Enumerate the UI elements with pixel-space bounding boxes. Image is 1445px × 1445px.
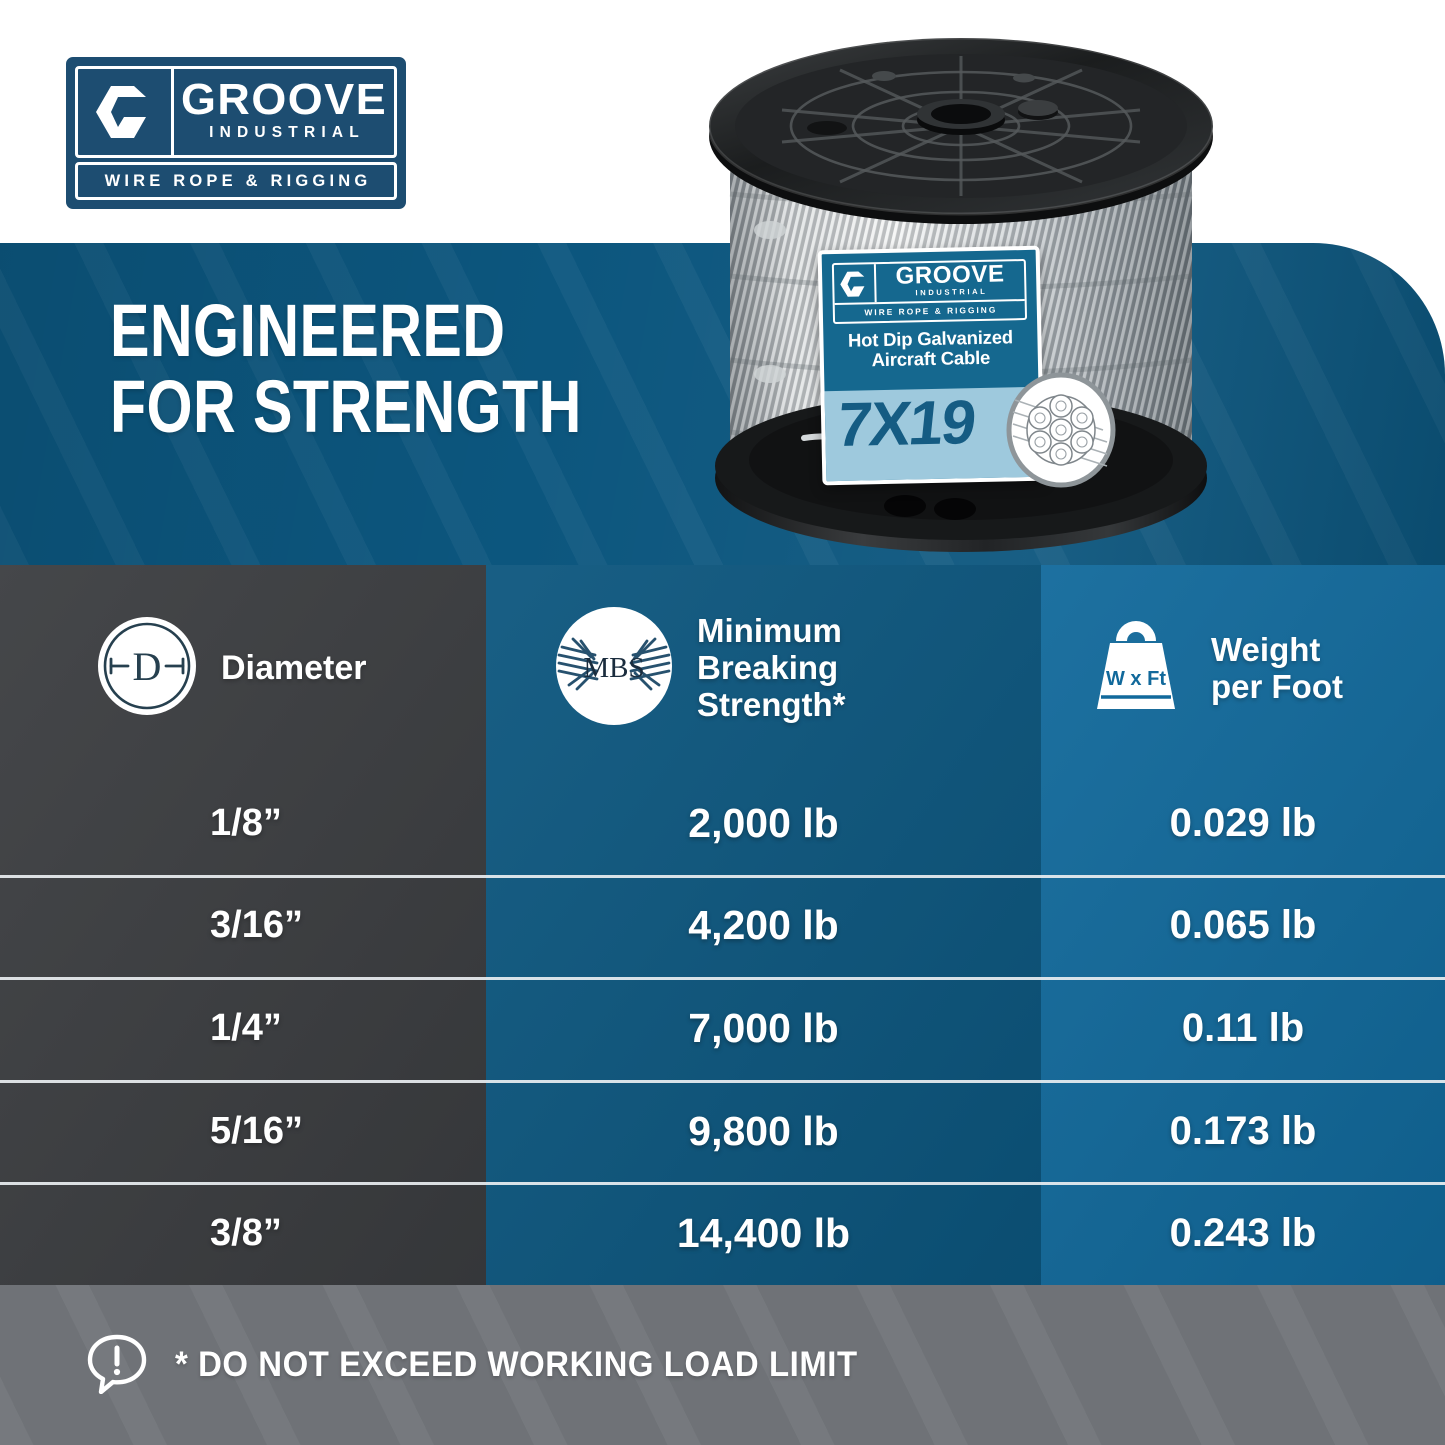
brand-logo: GROOVE INDUSTRIAL WIRE ROPE & RIGGING — [66, 57, 406, 209]
table-header-mbs-label: Minimum Breaking Strength* — [697, 612, 846, 723]
table-header-weight: W x Ft Weight per Foot — [1041, 565, 1445, 772]
logo-brand-sub: INDUSTRIAL — [209, 124, 365, 142]
construction-value: 7X19 — [833, 388, 978, 461]
cell-mbs: 9,800 lb — [688, 1107, 839, 1154]
svg-text:W x Ft: W x Ft — [1106, 668, 1166, 690]
table-header-diameter-label: Diameter — [221, 649, 367, 688]
cell-diameter: 5/16” — [210, 1109, 303, 1152]
table-header-diameter: D Diameter — [0, 565, 486, 772]
cell-weight: 0.065 lb — [1169, 903, 1317, 948]
column-diameter-bg — [0, 565, 486, 1285]
table-row: 3/8” 14,400 lb 0.243 lb — [0, 1182, 1445, 1285]
table-header-weight-label: Weight per Foot — [1211, 630, 1343, 705]
product-label-wordmark: GROOVE INDUSTRIAL — [876, 260, 1025, 302]
footer-content: * DO NOT EXCEED WORKING LOAD LIMIT — [86, 1285, 901, 1445]
logo-top-section: GROOVE INDUSTRIAL — [75, 66, 397, 158]
footer-warning-bar: * DO NOT EXCEED WORKING LOAD LIMIT — [0, 1285, 1445, 1445]
product-label-brand: GROOVE — [895, 260, 1005, 290]
table-row: 3/16” 4,200 lb 0.065 lb — [0, 874, 1445, 978]
table-row: 1/4” 7,000 lb 0.11 lb — [0, 977, 1445, 1080]
cell-mbs: 4,200 lb — [688, 902, 839, 949]
row-divider — [0, 1079, 1445, 1083]
table-body: 1/8” 2,000 lb 0.029 lb 3/16” 4,200 lb 0.… — [0, 772, 1445, 1285]
svg-text:MBS: MBS — [583, 652, 644, 684]
table-row: 1/8” 2,000 lb 0.029 lb — [0, 772, 1445, 875]
table-header-row: D Diameter — [0, 565, 1445, 772]
logo-tagline-bar: WIRE ROPE & RIGGING — [75, 162, 397, 200]
logo-brand-name: GROOVE — [180, 74, 388, 124]
table-row: 5/16” 9,800 lb 0.173 lb — [0, 1079, 1445, 1183]
cable-cross-section-icon — [1003, 372, 1119, 488]
weight-block-icon: W x Ft — [1083, 613, 1189, 724]
cell-weight: 0.243 lb — [1169, 1211, 1317, 1256]
row-divider — [0, 874, 1445, 878]
table-header-mbs: MBS Minimum Breaking Strength* — [486, 565, 1041, 772]
hero-shading-overlay — [0, 243, 1445, 565]
cell-mbs: 7,000 lb — [688, 1004, 839, 1051]
hero-banner: ENGINEERED FOR STRENGTH — [0, 243, 1445, 565]
exclamation-speech-bubble-icon — [86, 1332, 148, 1399]
svg-text:D: D — [133, 644, 162, 689]
cell-weight: 0.11 lb — [1181, 1005, 1305, 1050]
cell-diameter: 3/16” — [210, 904, 303, 947]
specifications-table: D Diameter — [0, 565, 1445, 1285]
column-mbs-bg — [486, 565, 1041, 1285]
diameter-circle-icon: D — [95, 614, 199, 723]
row-divider — [0, 977, 1445, 981]
footer-stripe-texture — [0, 1285, 1445, 1445]
product-label-logo-top: GROOVE INDUSTRIAL — [833, 260, 1025, 306]
product-label-description: Hot Dip Galvanized Aircraft Cable — [847, 326, 1014, 371]
logo-wordmark: GROOVE INDUSTRIAL — [174, 69, 394, 155]
product-label: GROOVE INDUSTRIAL WIRE ROPE & RIGGING Ho… — [817, 245, 1045, 486]
groove-g-mark-icon — [78, 69, 174, 155]
cell-weight: 0.173 lb — [1169, 1108, 1317, 1153]
footer-warning-text: * DO NOT EXCEED WORKING LOAD LIMIT — [175, 1345, 858, 1384]
page-title: ENGINEERED FOR STRENGTH — [110, 289, 582, 449]
cell-diameter: 1/8” — [210, 801, 282, 844]
product-label-logo: GROOVE INDUSTRIAL WIRE ROPE & RIGGING — [831, 258, 1028, 325]
cell-mbs: 2,000 lb — [688, 799, 839, 846]
cell-mbs: 14,400 lb — [676, 1210, 851, 1257]
product-label-tagline: WIRE ROPE & RIGGING — [864, 304, 998, 318]
row-divider — [0, 1182, 1445, 1186]
mbs-broken-cable-icon: MBS — [553, 605, 675, 732]
logo-tagline: WIRE ROPE & RIGGING — [104, 171, 372, 190]
groove-g-mark-icon — [833, 264, 877, 304]
cell-diameter: 1/4” — [210, 1006, 282, 1049]
cell-diameter: 3/8” — [210, 1212, 282, 1255]
hero-stripe-texture — [0, 243, 1445, 565]
cell-weight: 0.029 lb — [1169, 800, 1317, 845]
